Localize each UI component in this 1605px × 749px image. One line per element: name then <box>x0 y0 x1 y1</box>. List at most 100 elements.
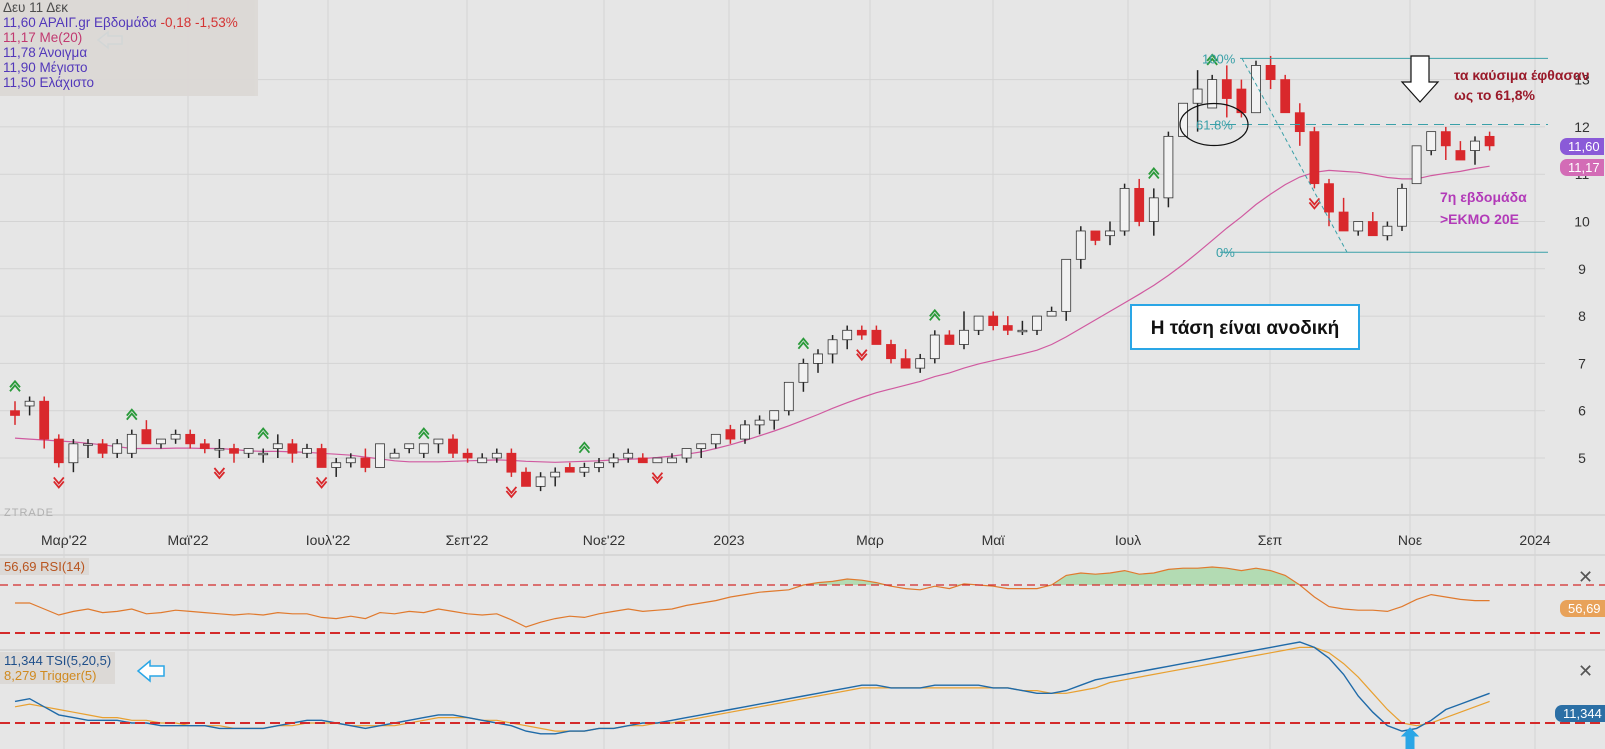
candle-body <box>229 448 239 454</box>
last-price-pill: 11,60 <box>1560 138 1604 155</box>
candle-body <box>1309 131 1320 185</box>
candle-body <box>710 433 721 445</box>
candle-body <box>185 433 196 445</box>
y-tick-label: 7 <box>1578 355 1586 371</box>
candle-body <box>214 448 225 451</box>
candle-body <box>199 443 210 449</box>
candle-body <box>156 438 166 445</box>
candle-body <box>404 443 415 449</box>
candle-body <box>10 410 20 416</box>
candle-body <box>1134 187 1145 222</box>
fractal-up-marker <box>929 308 941 321</box>
candle-body <box>1353 221 1364 232</box>
x-tick-label: Σεπ'22 <box>446 532 489 548</box>
x-tick-label: Ιουλ'22 <box>306 532 351 548</box>
fractal-down-marker <box>505 486 518 499</box>
candle-body <box>1192 88 1203 104</box>
y-tick-label: 5 <box>1578 450 1586 466</box>
candle-body <box>97 443 108 454</box>
fractal-up-marker <box>9 379 21 392</box>
tsi-pill: 11,344 <box>1555 705 1605 722</box>
price-line: 11,60 ΑΡΑΙΓ.gr Εβδομάδα -0,18 -1,53% <box>0 15 258 30</box>
candle-body <box>1324 183 1334 213</box>
crossover-arrow-icon <box>1400 727 1420 749</box>
rsi-line <box>15 566 1490 628</box>
candle-body <box>302 448 312 454</box>
candle-body <box>491 452 502 459</box>
x-tick-label: Μαρ <box>856 532 884 548</box>
x-tick-label: 2024 <box>1519 532 1550 548</box>
fractal-down-marker <box>651 472 664 485</box>
candle-body <box>1032 315 1042 331</box>
fib-trend-line <box>1241 58 1348 253</box>
candle-body <box>1338 211 1349 232</box>
candle-body <box>1178 102 1188 137</box>
candle-body <box>1207 79 1218 109</box>
candle-body <box>550 471 561 478</box>
candle-body <box>506 452 517 473</box>
x-tick-label: Μαρ'22 <box>41 532 87 548</box>
candle-body <box>316 448 327 468</box>
instrument-info-box: Δευ 11 Δεκ 11,60 ΑΡΑΙΓ.gr Εβδομάδα -0,18… <box>0 0 258 96</box>
candle-body <box>944 334 955 345</box>
candle-body <box>1397 187 1407 227</box>
x-tick-label: Μαϊ'22 <box>167 532 208 548</box>
candle-body <box>564 467 575 473</box>
candle-body <box>462 452 473 459</box>
candle-body <box>53 438 64 464</box>
y-tick-label: 12 <box>1574 119 1590 135</box>
fib-highlight-ellipse <box>1179 102 1249 147</box>
candle-body <box>1411 145 1422 185</box>
tsi-label: 11,344 TSI(5,20,5) 8,279 Trigger(5) <box>0 652 116 684</box>
candle-body <box>1470 140 1480 151</box>
candle-body <box>813 353 823 364</box>
fuel-annotation-line1: τα καύσιμα έφθασαν <box>1454 67 1590 83</box>
candle-body <box>126 433 137 454</box>
candle-body <box>929 334 940 360</box>
candle-body <box>345 457 356 464</box>
candle-body <box>1484 135 1495 147</box>
rsi-pill: 56,69 <box>1560 600 1605 617</box>
candle-body <box>1382 225 1393 237</box>
x-tick-label: 2023 <box>713 532 744 548</box>
candle-body <box>1075 230 1086 260</box>
candle-body <box>1090 230 1101 241</box>
candle-body <box>798 362 809 383</box>
candle-body <box>667 457 677 464</box>
last-price: 11,60 <box>3 15 36 30</box>
candle-body <box>1367 221 1378 237</box>
candle-body <box>170 433 181 440</box>
candle-body <box>272 443 283 449</box>
price-change: -0,18 -1,53% <box>160 15 238 30</box>
symbol-label: ΑΡΑΙΓ.gr Εβδομάδα <box>38 15 157 30</box>
fractal-down-marker <box>856 349 868 362</box>
candle-body <box>141 429 152 445</box>
candle-body <box>1002 325 1013 331</box>
open-value: 11,78 Άνοιγμα <box>3 45 88 60</box>
y-tick-label: 9 <box>1578 261 1586 277</box>
ma20-line <box>14 165 1490 463</box>
x-tick-label: Σεπ <box>1258 532 1283 548</box>
candle-body <box>886 344 896 360</box>
candle-body <box>900 358 911 369</box>
candle-body <box>68 443 79 464</box>
candle-body <box>783 381 794 412</box>
candle-body <box>112 443 123 454</box>
candle-body <box>608 457 619 464</box>
candle-body <box>652 457 663 464</box>
fractal-down-marker <box>213 467 226 480</box>
x-tick-label: Νοε'22 <box>583 532 626 548</box>
week-annotation-line1: 7η εβδομάδα <box>1440 189 1527 205</box>
fractal-up-marker <box>257 427 269 440</box>
fuel-annotation-line2: ως το 61,8% <box>1454 87 1536 103</box>
tsi-close-icon[interactable]: ✕ <box>1578 661 1594 681</box>
candle-body <box>725 429 736 440</box>
candle-body <box>696 443 707 449</box>
candle-body <box>681 448 692 459</box>
x-tick-label: Μαϊ <box>982 532 1006 548</box>
trend-box <box>1130 304 1360 350</box>
candle-body <box>1294 112 1305 133</box>
candle-body <box>1280 79 1291 114</box>
rsi-close-icon[interactable]: ✕ <box>1578 567 1594 587</box>
